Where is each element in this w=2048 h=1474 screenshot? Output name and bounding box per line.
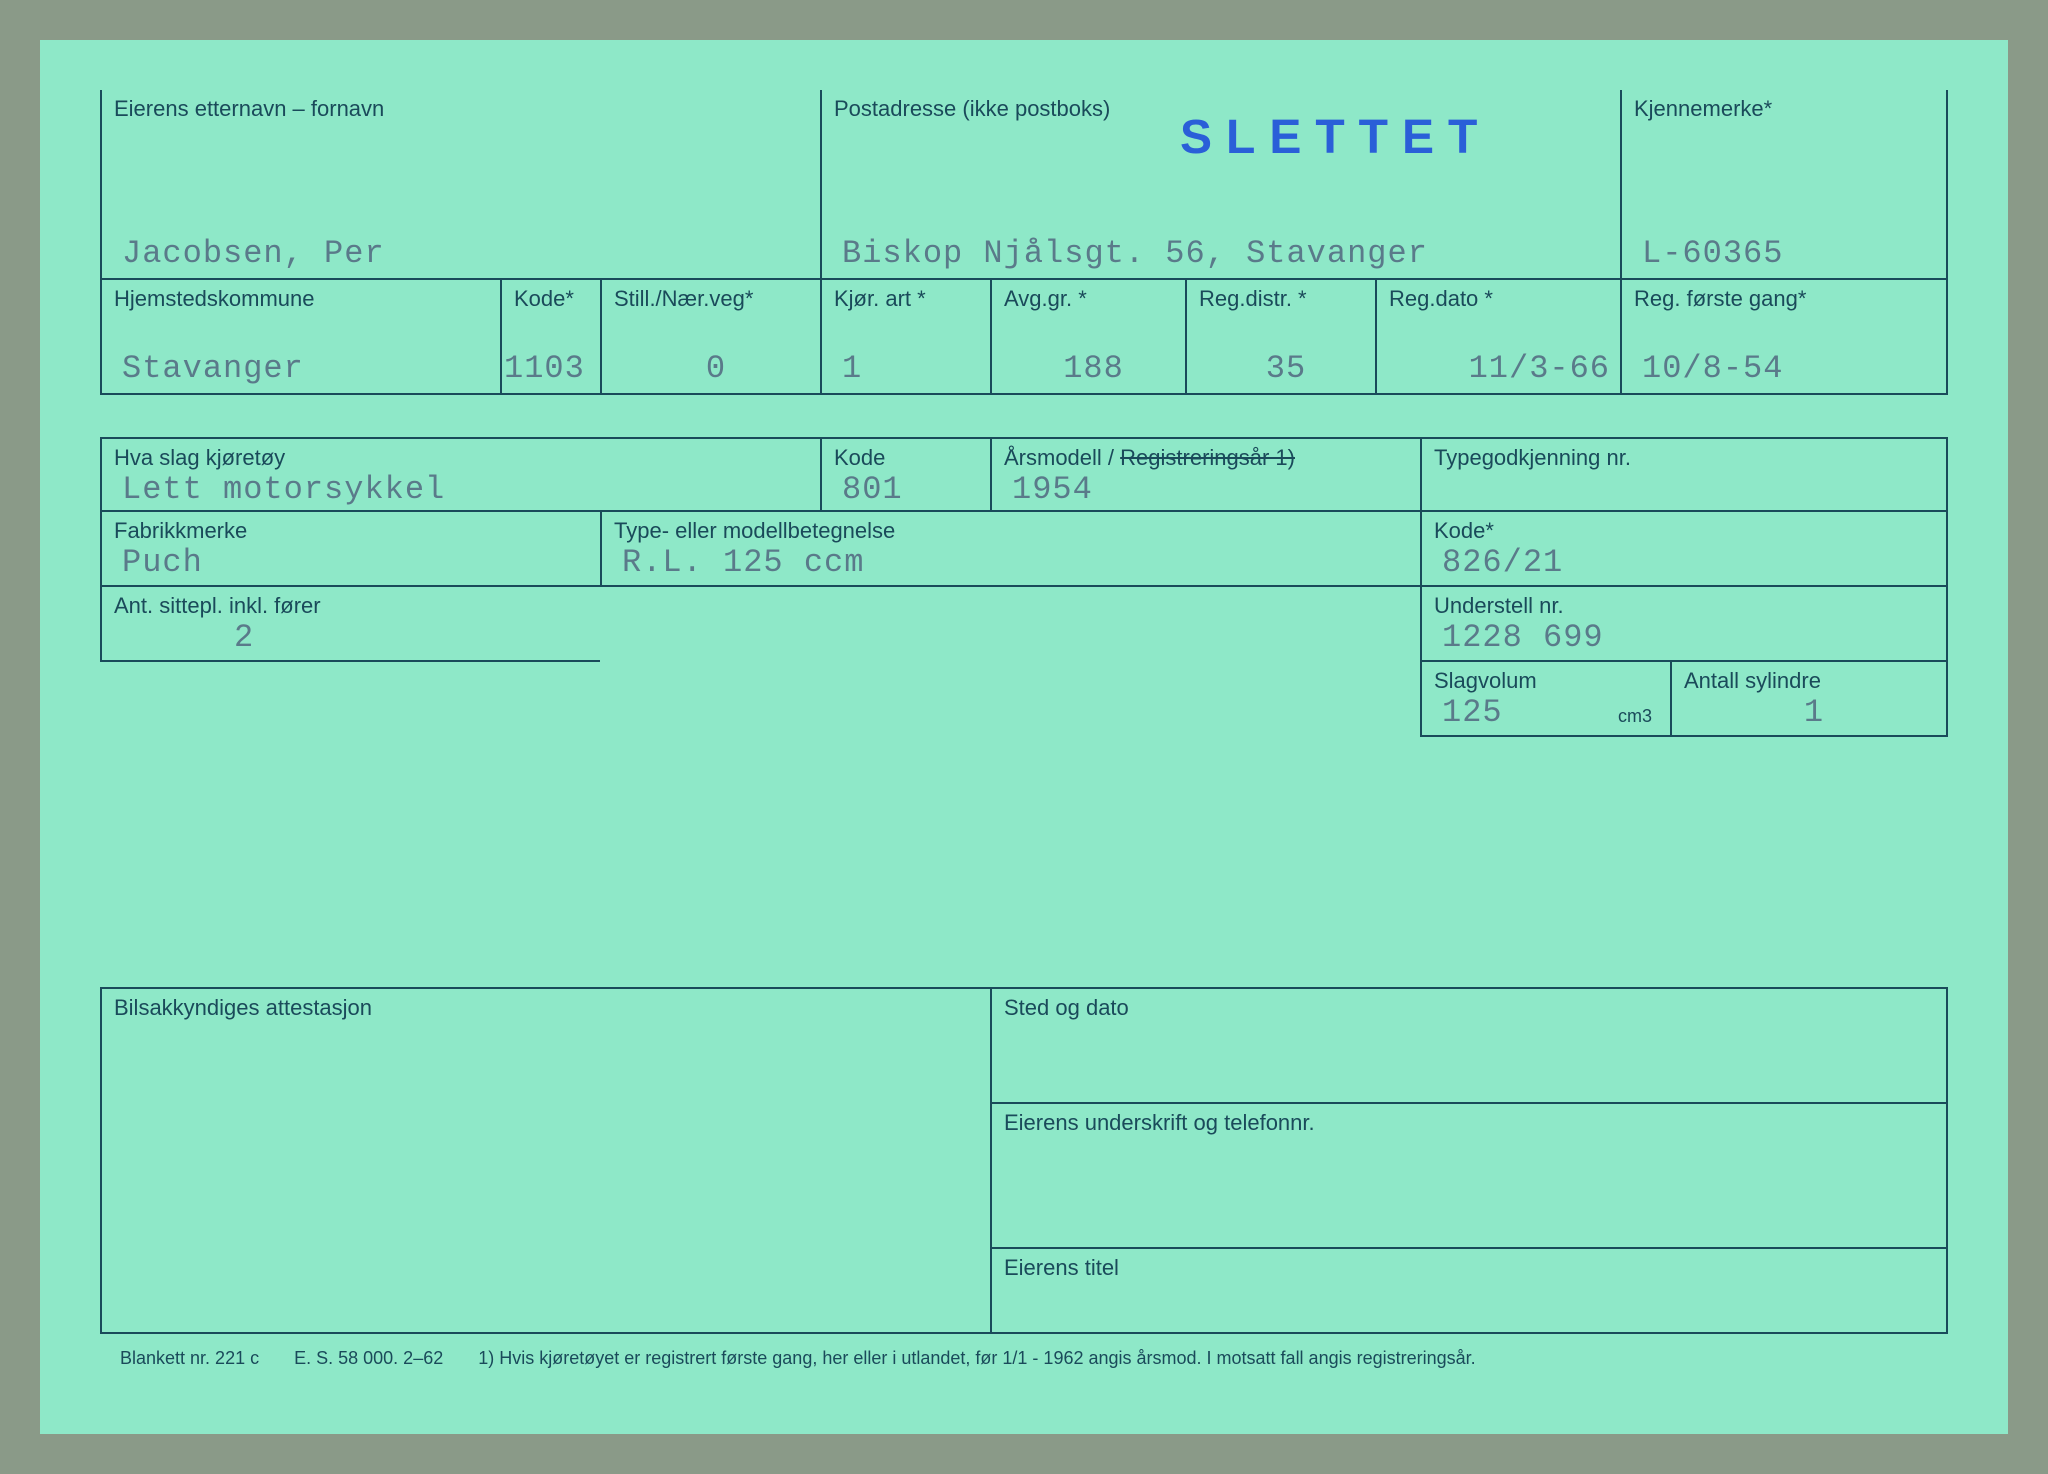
row-make: Fabrikkmerke Puch Type- eller modellbete…	[100, 512, 1948, 587]
footnote: Blankett nr. 221 c E. S. 58 000. 2–62 1)…	[100, 1334, 1948, 1369]
value-typegod	[1434, 504, 1936, 506]
label-kode1: Kode*	[514, 286, 590, 312]
row-engine: Slagvolum 125 cm3 Antall sylindre 1	[100, 662, 1948, 737]
value-type: R.L. 125 ccm	[614, 544, 1410, 583]
value-kommune: Stavanger	[114, 350, 490, 389]
cell-titel: Eierens titel	[990, 1249, 1948, 1334]
cell-regforste: Reg. første gang* 10/8-54	[1620, 280, 1948, 395]
value-kjor: 1	[834, 350, 980, 389]
cell-avg: Avg.gr. * 188	[990, 280, 1185, 395]
value-slag: Lett motorsykkel	[114, 471, 810, 510]
label-arsmodell-b: Registreringsår 1)	[1120, 445, 1295, 470]
value-understell: 1228 699	[1434, 619, 1936, 658]
cell-arsmodell: Årsmodell / Registreringsår 1) 1954	[990, 439, 1420, 512]
value-sittepl: 2	[114, 619, 590, 658]
label-type: Type- eller modellbetegnelse	[614, 518, 1410, 544]
cell-kommune: Hjemstedskommune Stavanger	[100, 280, 500, 395]
label-slagvolum: Slagvolum	[1434, 668, 1660, 694]
label-slag: Hva slag kjøretøy	[114, 445, 810, 471]
cell-underskrift: Eierens underskrift og telefonnr.	[990, 1104, 1948, 1249]
unit-slagvolum: cm3	[1618, 706, 1660, 733]
registration-card: SLETTET Eierens etternavn – fornavn Jaco…	[40, 40, 2008, 1434]
footnote-es: E. S. 58 000. 2–62	[294, 1348, 443, 1368]
cell-kode3: Kode* 826/21	[1420, 512, 1948, 587]
value-regdistr: 35	[1199, 350, 1365, 389]
label-arsmodell-a: Årsmodell /	[1004, 445, 1120, 470]
cell-plate: Kjennemerke* L-60365	[1620, 90, 1948, 280]
label-address: Postadresse (ikke postboks)	[834, 96, 1610, 122]
cell-type: Type- eller modellbetegnelse R.L. 125 cc…	[600, 512, 1420, 587]
label-regforste: Reg. første gang*	[1634, 286, 1936, 312]
value-regdato: 11/3-66	[1389, 350, 1610, 389]
cell-sted: Sted og dato	[990, 989, 1948, 1104]
value-kode1: 1103	[496, 350, 590, 389]
value-address: Biskop Njålsgt. 56, Stavanger	[834, 235, 1610, 274]
label-attest: Bilsakkyndiges attestasjon	[114, 995, 980, 1021]
cell-still: Still./Nær.veg* 0	[600, 280, 820, 395]
cell-typegod: Typegodkjenning nr.	[1420, 439, 1948, 512]
label-kjor: Kjør. art *	[834, 286, 980, 312]
label-owner: Eierens etternavn – fornavn	[114, 96, 810, 122]
value-kode3: 826/21	[1434, 544, 1936, 583]
cell-fabrikk: Fabrikkmerke Puch	[100, 512, 600, 587]
label-sylindre: Antall sylindre	[1684, 668, 1936, 694]
value-still: 0	[614, 350, 810, 389]
label-typegod: Typegodkjenning nr.	[1434, 445, 1936, 471]
cell-slag: Hva slag kjøretøy Lett motorsykkel	[100, 439, 820, 512]
cell-sylindre: Antall sylindre 1	[1670, 662, 1948, 737]
footnote-blankett: Blankett nr. 221 c	[120, 1348, 259, 1368]
label-understell: Understell nr.	[1434, 593, 1936, 619]
cell-regdistr: Reg.distr. * 35	[1185, 280, 1375, 395]
label-still: Still./Nær.veg*	[614, 286, 810, 312]
cell-attest: Bilsakkyndiges attestasjon	[100, 989, 990, 1334]
cell-kjor: Kjør. art * 1	[820, 280, 990, 395]
label-sittepl: Ant. sittepl. inkl. fører	[114, 593, 590, 619]
row-attest: Bilsakkyndiges attestasjon Sted og dato …	[100, 987, 1948, 1334]
value-arsmodell: 1954	[1004, 471, 1410, 510]
cell-sittepl: Ant. sittepl. inkl. fører 2	[100, 587, 600, 662]
cell-address: Postadresse (ikke postboks) Biskop Njåls…	[820, 90, 1620, 280]
label-fabrikk: Fabrikkmerke	[114, 518, 590, 544]
row-vehicle-type: Hva slag kjøretøy Lett motorsykkel Kode …	[100, 437, 1948, 512]
label-underskrift: Eierens underskrift og telefonnr.	[1004, 1110, 1936, 1136]
row-owner: Eierens etternavn – fornavn Jacobsen, Pe…	[100, 90, 1948, 280]
value-slagvolum: 125	[1434, 694, 1503, 733]
value-sylindre: 1	[1684, 694, 1936, 733]
cell-understell: Understell nr. 1228 699	[1420, 587, 1948, 662]
label-plate: Kjennemerke*	[1634, 96, 1936, 122]
label-sted: Sted og dato	[1004, 995, 1936, 1021]
cell-kode2: Kode 801	[820, 439, 990, 512]
label-titel: Eierens titel	[1004, 1255, 1936, 1281]
cell-regdato: Reg.dato * 11/3-66	[1375, 280, 1620, 395]
cell-kode1: Kode* 1103	[500, 280, 600, 395]
value-plate: L-60365	[1634, 235, 1936, 274]
label-regdistr: Reg.distr. *	[1199, 286, 1365, 312]
label-kode2: Kode	[834, 445, 980, 471]
value-fabrikk: Puch	[114, 544, 590, 583]
cell-slagvolum: Slagvolum 125 cm3	[1420, 662, 1670, 737]
label-avg: Avg.gr. *	[1004, 286, 1175, 312]
value-regforste: 10/8-54	[1634, 350, 1936, 389]
label-arsmodell: Årsmodell / Registreringsår 1)	[1004, 445, 1410, 471]
row-kommune: Hjemstedskommune Stavanger Kode* 1103 St…	[100, 280, 1948, 395]
value-avg: 188	[1004, 350, 1175, 389]
row-seats: Ant. sittepl. inkl. fører 2 Understell n…	[100, 587, 1948, 662]
label-kommune: Hjemstedskommune	[114, 286, 490, 312]
footnote-note: 1) Hvis kjøretøyet er registrert første …	[478, 1348, 1475, 1368]
value-kode2: 801	[834, 471, 980, 510]
cell-owner-name: Eierens etternavn – fornavn Jacobsen, Pe…	[100, 90, 820, 280]
label-kode3: Kode*	[1434, 518, 1936, 544]
label-regdato: Reg.dato *	[1389, 286, 1610, 312]
value-owner: Jacobsen, Per	[114, 235, 810, 274]
